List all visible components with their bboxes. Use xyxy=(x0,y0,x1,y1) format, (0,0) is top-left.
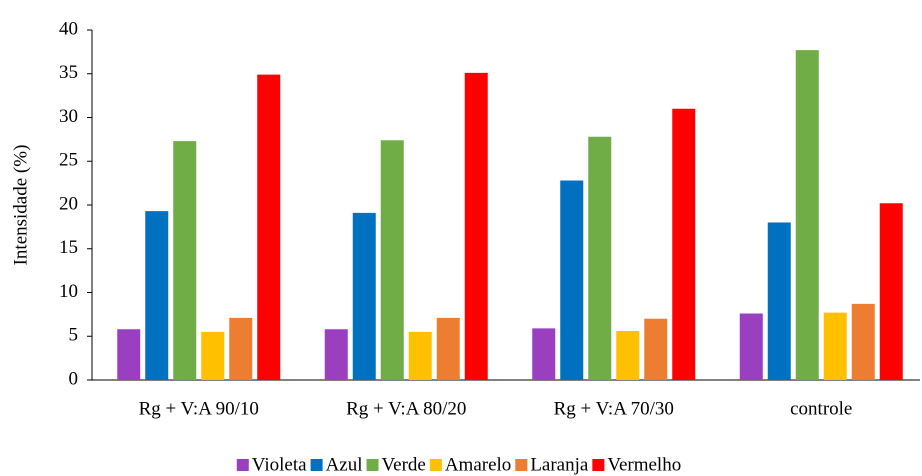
legend-swatch xyxy=(429,459,442,471)
y-tick-label: 25 xyxy=(59,150,78,171)
bar xyxy=(767,222,791,380)
legend-label: Laranja xyxy=(530,454,589,475)
bar xyxy=(823,312,847,380)
bar xyxy=(117,329,141,380)
bar xyxy=(588,136,612,380)
bar xyxy=(352,212,376,380)
bar xyxy=(739,313,763,380)
bar xyxy=(795,50,819,380)
bar xyxy=(257,74,281,380)
bar xyxy=(229,317,253,380)
legend-swatch xyxy=(310,459,323,471)
bar xyxy=(851,303,875,380)
bar xyxy=(436,317,460,380)
bar xyxy=(408,331,432,380)
legend-label: Azul xyxy=(326,454,363,475)
y-tick-label: 0 xyxy=(69,368,79,389)
legend-label: Vermelho xyxy=(607,454,681,475)
x-tick-label: Rg + V:A 70/30 xyxy=(554,398,674,419)
bar xyxy=(173,141,197,380)
bar xyxy=(324,329,348,380)
y-tick-label: 5 xyxy=(69,325,79,346)
bar xyxy=(464,72,488,380)
bar xyxy=(616,331,640,380)
x-tick-label: controle xyxy=(790,398,852,419)
legend-swatch xyxy=(515,459,528,471)
bar xyxy=(672,108,696,380)
y-tick-label: 40 xyxy=(59,18,78,39)
bar xyxy=(145,211,169,380)
legend-swatch xyxy=(366,459,379,471)
x-tick-label: Rg + V:A 80/20 xyxy=(346,398,466,419)
bar xyxy=(532,328,556,380)
bar xyxy=(201,331,225,380)
x-tick-label: Rg + V:A 90/10 xyxy=(139,398,259,419)
bar xyxy=(644,318,668,380)
legend-swatch xyxy=(592,459,605,471)
legend-swatch xyxy=(236,459,249,471)
y-tick-label: 10 xyxy=(59,281,78,302)
legend-label: Violeta xyxy=(252,454,307,475)
bar xyxy=(380,140,404,380)
y-tick-label: 30 xyxy=(59,106,78,127)
y-axis-title: Intensidade (%) xyxy=(10,145,31,266)
y-tick-label: 35 xyxy=(59,62,78,83)
bar xyxy=(560,180,584,380)
legend-label: Verde xyxy=(382,454,426,475)
legend-label: Amarelo xyxy=(445,454,511,475)
y-tick-label: 20 xyxy=(59,193,78,214)
bar xyxy=(879,203,903,380)
y-tick-label: 15 xyxy=(59,237,78,258)
